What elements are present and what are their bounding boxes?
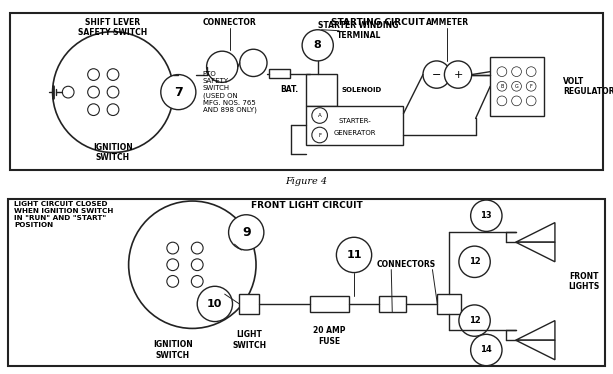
Circle shape — [107, 104, 119, 116]
Circle shape — [527, 96, 536, 106]
Polygon shape — [516, 321, 555, 340]
Polygon shape — [516, 242, 555, 262]
Circle shape — [191, 259, 203, 271]
Circle shape — [497, 67, 507, 77]
Circle shape — [107, 69, 119, 80]
Circle shape — [312, 127, 327, 143]
Circle shape — [512, 67, 522, 77]
Circle shape — [229, 215, 264, 250]
Text: LIGHT CIRCUIT CLOSED
WHEN IGNITION SWITCH
IN "RUN" AND "START"
POSITION: LIGHT CIRCUIT CLOSED WHEN IGNITION SWITC… — [14, 201, 113, 228]
Text: CONNECTORS: CONNECTORS — [376, 260, 435, 269]
Circle shape — [423, 61, 451, 88]
Circle shape — [459, 305, 490, 336]
Circle shape — [337, 237, 371, 273]
Text: STARTER WINDING
TERMINAL: STARTER WINDING TERMINAL — [319, 21, 399, 40]
Text: LIGHT
SWITCH: LIGHT SWITCH — [232, 330, 266, 350]
Text: FRONT LIGHT CIRCUIT: FRONT LIGHT CIRCUIT — [251, 201, 363, 210]
Text: IGNITION
SWITCH: IGNITION SWITCH — [153, 340, 192, 359]
Polygon shape — [516, 223, 555, 242]
Text: 10: 10 — [207, 299, 223, 309]
Circle shape — [527, 82, 536, 91]
Text: +: + — [454, 70, 463, 80]
Text: PTO
SAFETY
SWITCH
(USED ON
MFG. NOS. 765
AND 898 ONLY): PTO SAFETY SWITCH (USED ON MFG. NOS. 765… — [203, 71, 257, 113]
Circle shape — [207, 51, 238, 82]
Circle shape — [527, 67, 536, 77]
Circle shape — [459, 246, 490, 278]
Text: FRONT
LIGHTS: FRONT LIGHTS — [569, 272, 600, 291]
Circle shape — [53, 32, 173, 153]
Text: 8: 8 — [314, 40, 322, 50]
Text: 9: 9 — [242, 226, 251, 239]
Circle shape — [191, 242, 203, 254]
Text: B: B — [500, 84, 504, 89]
Text: AMMETER: AMMETER — [426, 18, 469, 27]
Circle shape — [88, 104, 99, 116]
Text: F: F — [318, 132, 321, 138]
Circle shape — [107, 86, 119, 98]
Circle shape — [129, 201, 256, 328]
Text: STARTER-: STARTER- — [338, 118, 371, 125]
Bar — [379, 296, 406, 312]
Text: BAT.: BAT. — [280, 85, 298, 94]
Circle shape — [88, 86, 99, 98]
Text: −: − — [432, 70, 441, 80]
Circle shape — [63, 86, 74, 98]
Circle shape — [167, 259, 178, 271]
Bar — [310, 296, 349, 312]
Text: F: F — [530, 84, 533, 89]
Bar — [306, 106, 403, 145]
Text: Figure 4: Figure 4 — [286, 177, 327, 186]
Circle shape — [512, 82, 522, 91]
Text: GENERATOR: GENERATOR — [333, 130, 376, 136]
Text: G: G — [515, 84, 519, 89]
Text: A: A — [318, 113, 322, 118]
Circle shape — [191, 276, 203, 287]
Circle shape — [444, 61, 472, 88]
Circle shape — [197, 286, 232, 322]
Text: 11: 11 — [346, 250, 362, 260]
Bar — [490, 57, 544, 116]
Circle shape — [471, 200, 502, 232]
Text: IGNITION
SWITCH: IGNITION SWITCH — [93, 143, 133, 162]
Circle shape — [88, 69, 99, 80]
Text: 20 AMP
FUSE: 20 AMP FUSE — [313, 327, 346, 346]
Text: 7: 7 — [174, 86, 183, 99]
Polygon shape — [516, 340, 555, 360]
Bar — [239, 294, 259, 314]
Text: STARTING CIRCUIT: STARTING CIRCUIT — [331, 18, 425, 27]
Circle shape — [471, 334, 502, 366]
Text: CONNECTOR: CONNECTOR — [203, 18, 257, 27]
Bar — [437, 294, 461, 314]
Circle shape — [497, 82, 507, 91]
Bar — [306, 74, 337, 106]
Text: VOLT
REGULATOR: VOLT REGULATOR — [563, 77, 613, 96]
Circle shape — [497, 96, 507, 106]
Bar — [269, 69, 291, 79]
Text: 12: 12 — [469, 316, 481, 325]
Circle shape — [512, 96, 522, 106]
Text: 13: 13 — [481, 211, 492, 220]
Text: 14: 14 — [481, 346, 492, 355]
Circle shape — [167, 242, 178, 254]
Circle shape — [302, 30, 333, 61]
Circle shape — [312, 108, 327, 123]
Circle shape — [167, 276, 178, 287]
Circle shape — [240, 49, 267, 77]
Text: 12: 12 — [469, 257, 481, 266]
Circle shape — [161, 74, 196, 110]
Text: SHIFT LEVER
SAFETY SWITCH: SHIFT LEVER SAFETY SWITCH — [78, 18, 148, 37]
Text: SOLENOID: SOLENOID — [341, 87, 381, 93]
